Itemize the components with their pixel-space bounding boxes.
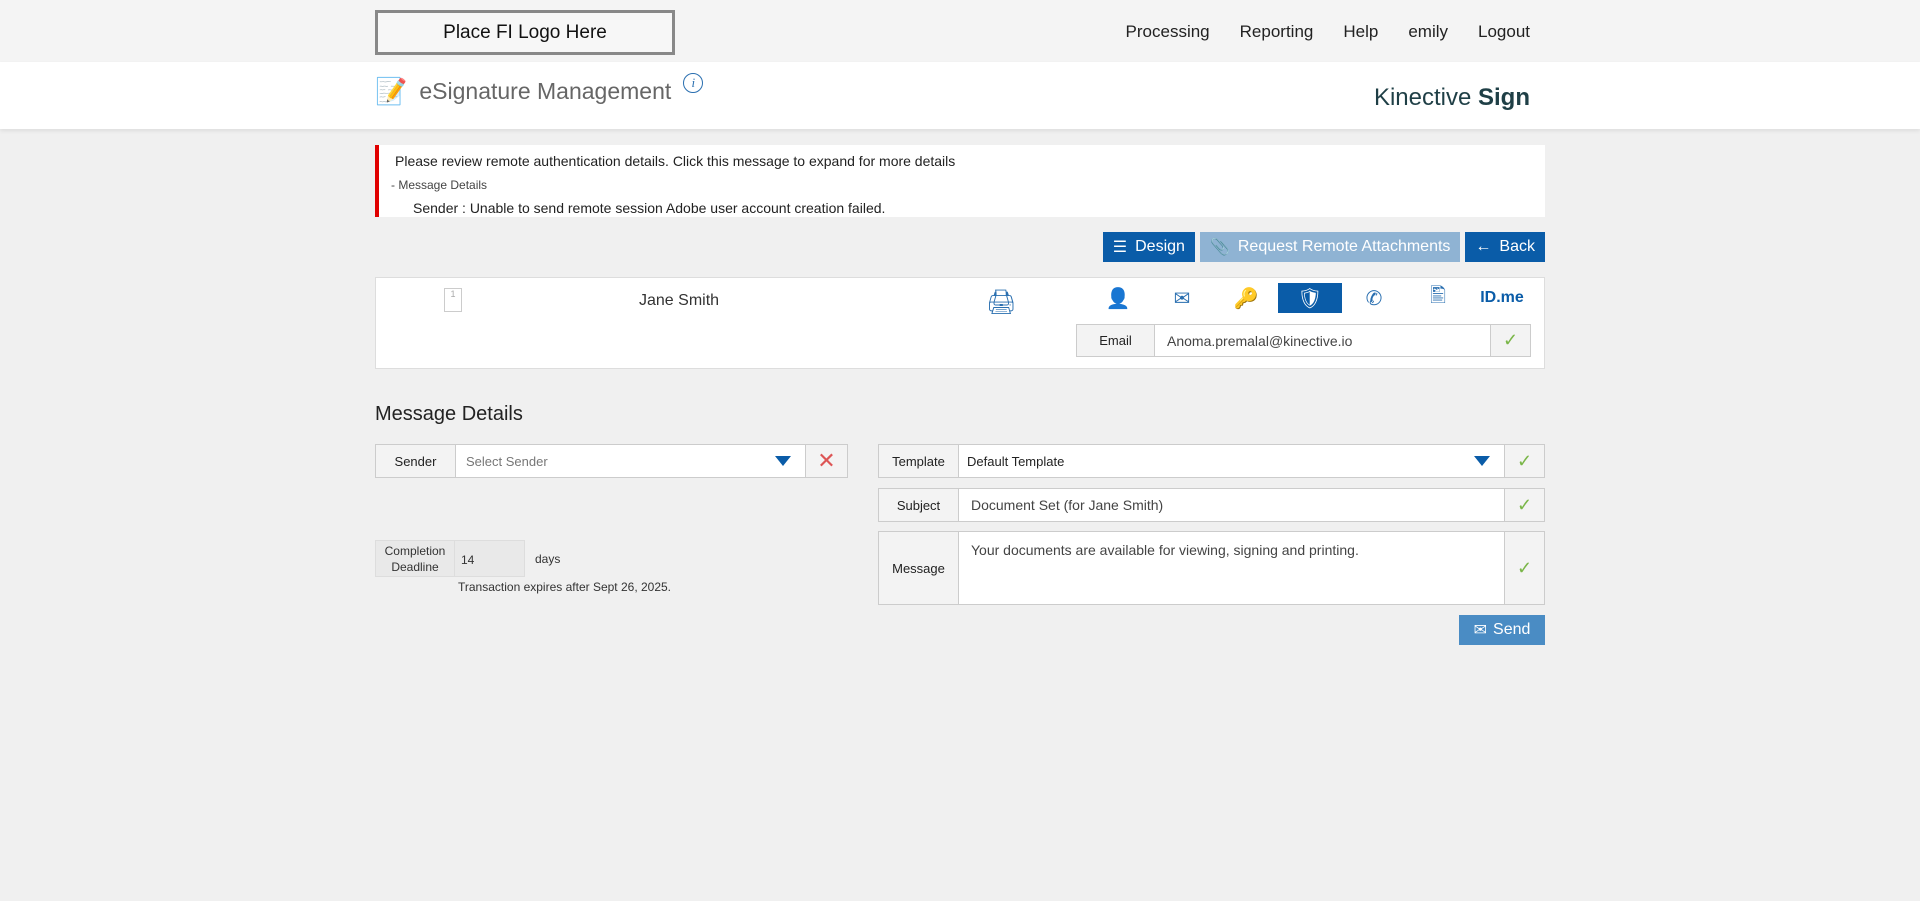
- email-row: Email Anoma.premalal@kinective.io ✓: [1076, 324, 1531, 357]
- alert-detail: Sender : Unable to send remote session A…: [413, 200, 886, 216]
- nav-logout[interactable]: Logout: [1478, 22, 1530, 41]
- message-row: Message Your documents are available for…: [878, 531, 1545, 605]
- deadline-input[interactable]: 14: [455, 540, 525, 577]
- message-label: Message: [879, 532, 959, 604]
- signature-document-icon: 📝: [375, 76, 408, 106]
- check-icon: ✓: [1504, 489, 1544, 521]
- brand-logo: Kinective Sign: [1373, 84, 1530, 111]
- error-alert[interactable]: Please review remote authentication deta…: [375, 145, 1545, 217]
- chevron-down-icon[interactable]: [1474, 456, 1490, 466]
- alert-details-toggle[interactable]: - Message Details: [391, 178, 488, 192]
- subject-row: Subject Document Set (for Jane Smith) ✓: [878, 488, 1545, 522]
- template-row: Template Default Template ✓: [878, 444, 1545, 478]
- nav-user[interactable]: emily: [1408, 22, 1448, 41]
- deadline-label: Completion Deadline: [375, 540, 455, 577]
- design-icon: ☰: [1112, 239, 1128, 256]
- email-field[interactable]: Anoma.premalal@kinective.io: [1155, 325, 1490, 356]
- password-icon[interactable]: 🔑: [1233, 287, 1259, 310]
- nav-help[interactable]: Help: [1343, 22, 1379, 41]
- kba-icon[interactable]: 🛡: [1278, 283, 1342, 313]
- chevron-down-icon[interactable]: [775, 456, 791, 466]
- request-attachments-button[interactable]: 📎 Request Remote Attachments: [1199, 232, 1461, 262]
- printer-icon[interactable]: 🖨: [986, 289, 1017, 316]
- invalid-x-icon: ✕: [805, 445, 847, 477]
- sender-select[interactable]: Select Sender: [456, 445, 775, 477]
- email-icon[interactable]: ✉: [1173, 287, 1191, 310]
- email-label: Email: [1077, 325, 1155, 356]
- top-nav: Processing Reporting Help emily Logout: [1126, 22, 1530, 42]
- nav-reporting[interactable]: Reporting: [1239, 22, 1314, 41]
- send-button[interactable]: ✉ Send: [1459, 615, 1545, 645]
- paperclip-icon: 📎: [1209, 239, 1230, 256]
- alert-summary[interactable]: Please review remote authentication deta…: [395, 153, 956, 169]
- sender-row: Sender Select Sender ✕: [375, 444, 848, 478]
- deadline-unit: days: [535, 552, 561, 566]
- page-count-icon: 1: [444, 288, 462, 312]
- design-button[interactable]: ☰ Design: [1102, 232, 1195, 262]
- id-upload-icon[interactable]: 🖺: [1429, 285, 1447, 307]
- idme-icon[interactable]: ID.me: [1480, 289, 1524, 306]
- message-textarea[interactable]: Your documents are available for viewing…: [959, 532, 1504, 604]
- auth-methods: 👤 ✉ 🔑 🛡 ✆ 🖺 ID.me: [1086, 283, 1534, 313]
- sender-label: Sender: [376, 445, 456, 477]
- send-envelope-icon: ✉: [1473, 622, 1488, 639]
- fi-logo-placeholder: Place FI Logo Here: [375, 10, 675, 55]
- template-label: Template: [879, 445, 959, 477]
- section-heading: Message Details: [375, 403, 523, 425]
- title-band: 📝 eSignature Management i Kinective Sign: [0, 62, 1920, 129]
- phone-icon[interactable]: ✆: [1365, 287, 1383, 310]
- template-select[interactable]: Default Template: [959, 445, 1474, 477]
- info-icon[interactable]: i: [683, 72, 704, 93]
- subject-label: Subject: [879, 489, 959, 521]
- subject-input[interactable]: Document Set (for Jane Smith): [959, 489, 1504, 521]
- recipient-name: Jane Smith: [639, 292, 720, 309]
- back-button[interactable]: ← Back: [1465, 232, 1545, 262]
- page-title: eSignature Management: [419, 78, 672, 104]
- check-icon: ✓: [1504, 445, 1544, 477]
- completion-deadline: Completion Deadline 14 days: [375, 540, 570, 578]
- check-icon: ✓: [1504, 532, 1544, 604]
- check-icon: ✓: [1490, 325, 1530, 356]
- arrow-left-icon: ←: [1475, 238, 1492, 255]
- in-person-icon[interactable]: 👤: [1105, 287, 1131, 310]
- expiry-note: Transaction expires after Sept 26, 2025.: [458, 580, 672, 594]
- nav-processing[interactable]: Processing: [1125, 22, 1210, 41]
- recipient-card: 1 Jane Smith 🖨 👤 ✉ 🔑 🛡 ✆ 🖺 ID.me Email A…: [375, 277, 1545, 369]
- top-bar: Place FI Logo Here Processing Reporting …: [0, 0, 1920, 62]
